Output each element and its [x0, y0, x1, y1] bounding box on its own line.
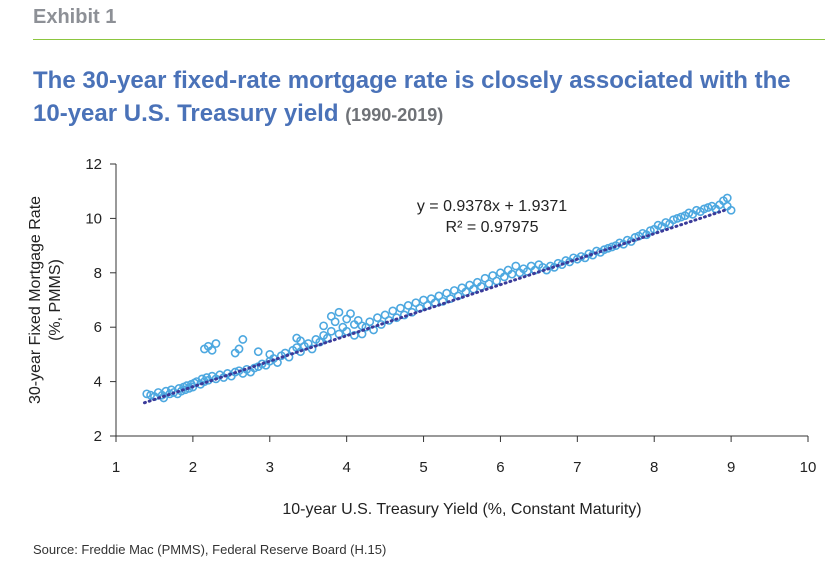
- data-point: [330, 317, 340, 327]
- y-axis-label-line1: 30-year Fixed Mortgage Rate: [27, 196, 44, 404]
- data-points: [142, 193, 736, 403]
- x-tick-label: 1: [112, 459, 120, 476]
- trendline: [142, 207, 729, 405]
- data-point: [403, 301, 413, 310]
- data-point: [599, 245, 609, 255]
- data-point: [511, 261, 521, 271]
- data-point: [622, 235, 632, 245]
- trend-r-squared: R² = 0.97975: [446, 219, 539, 236]
- source-note: Source: Freddie Mac (PMMS), Federal Rese…: [33, 542, 387, 557]
- data-point: [396, 303, 405, 313]
- data-point: [726, 205, 736, 215]
- data-point: [253, 347, 263, 357]
- data-point: [422, 301, 432, 310]
- data-point: [499, 272, 509, 282]
- x-tick-label: 7: [573, 459, 581, 476]
- trend-equation: y = 0.9378x + 1.9371: [417, 198, 567, 215]
- exhibit-label: Exhibit 1: [33, 6, 117, 28]
- x-axis-label: 10-year U.S. Treasury Yield (%, Constant…: [282, 501, 641, 518]
- data-point: [284, 352, 294, 362]
- data-point: [211, 339, 221, 348]
- y-axis-label-line2: (%, PMMS): [47, 259, 64, 341]
- x-tick-label: 8: [650, 459, 658, 476]
- data-point: [365, 317, 375, 327]
- y-tick-label: 10: [85, 210, 102, 227]
- data-point: [307, 344, 317, 354]
- data-point: [238, 335, 248, 344]
- chart-title: The 30-year fixed-rate mortgage rate is …: [33, 64, 823, 132]
- axes: [115, 164, 808, 437]
- data-point: [438, 296, 448, 306]
- y-tick-label: 6: [94, 319, 102, 336]
- data-point: [653, 220, 663, 230]
- data-point: [334, 329, 344, 339]
- y-tick-label: 12: [85, 156, 102, 173]
- y-tick-label: 2: [94, 428, 102, 445]
- x-tick-label: 4: [342, 459, 350, 476]
- data-point: [326, 326, 336, 336]
- header-divider: [33, 39, 825, 40]
- data-point: [346, 309, 355, 318]
- data-point: [669, 215, 678, 225]
- x-tick-label: 3: [266, 459, 274, 476]
- data-point: [319, 321, 328, 331]
- data-point: [142, 389, 152, 399]
- data-point: [207, 345, 217, 355]
- data-point: [676, 212, 686, 222]
- x-ticks: 1 2 3 4 5 6 7 8 9 10: [112, 436, 817, 476]
- y-tick-label: 4: [94, 374, 102, 391]
- data-point: [722, 193, 732, 203]
- trendline-group: [142, 207, 729, 405]
- data-point: [561, 256, 571, 265]
- data-point: [399, 310, 409, 320]
- data-point: [342, 326, 352, 336]
- x-tick-label: 10: [800, 459, 817, 476]
- data-point: [672, 214, 682, 223]
- data-point: [661, 218, 671, 227]
- x-tick-label: 9: [727, 459, 735, 476]
- data-point: [388, 306, 398, 316]
- chart-title-text: The 30-year fixed-rate mortgage rate is …: [33, 67, 791, 127]
- data-point: [684, 208, 694, 218]
- data-point: [334, 307, 344, 317]
- y-ticks: 2 4 6 8 10 12: [85, 156, 116, 445]
- data-point: [645, 226, 655, 236]
- chart-title-period: (1990-2019): [345, 105, 444, 125]
- y-tick-label: 8: [94, 265, 102, 282]
- data-point: [492, 276, 501, 286]
- data-point: [484, 279, 494, 289]
- x-tick-label: 6: [496, 459, 504, 476]
- data-point: [373, 313, 382, 323]
- data-point: [234, 344, 244, 354]
- data-point: [323, 333, 332, 343]
- x-tick-label: 2: [189, 459, 197, 476]
- data-point: [146, 390, 155, 400]
- data-point: [699, 204, 709, 214]
- y-axis-label: 30-year Fixed Mortgage Rate (%, PMMS): [27, 196, 64, 404]
- x-tick-label: 5: [419, 459, 427, 476]
